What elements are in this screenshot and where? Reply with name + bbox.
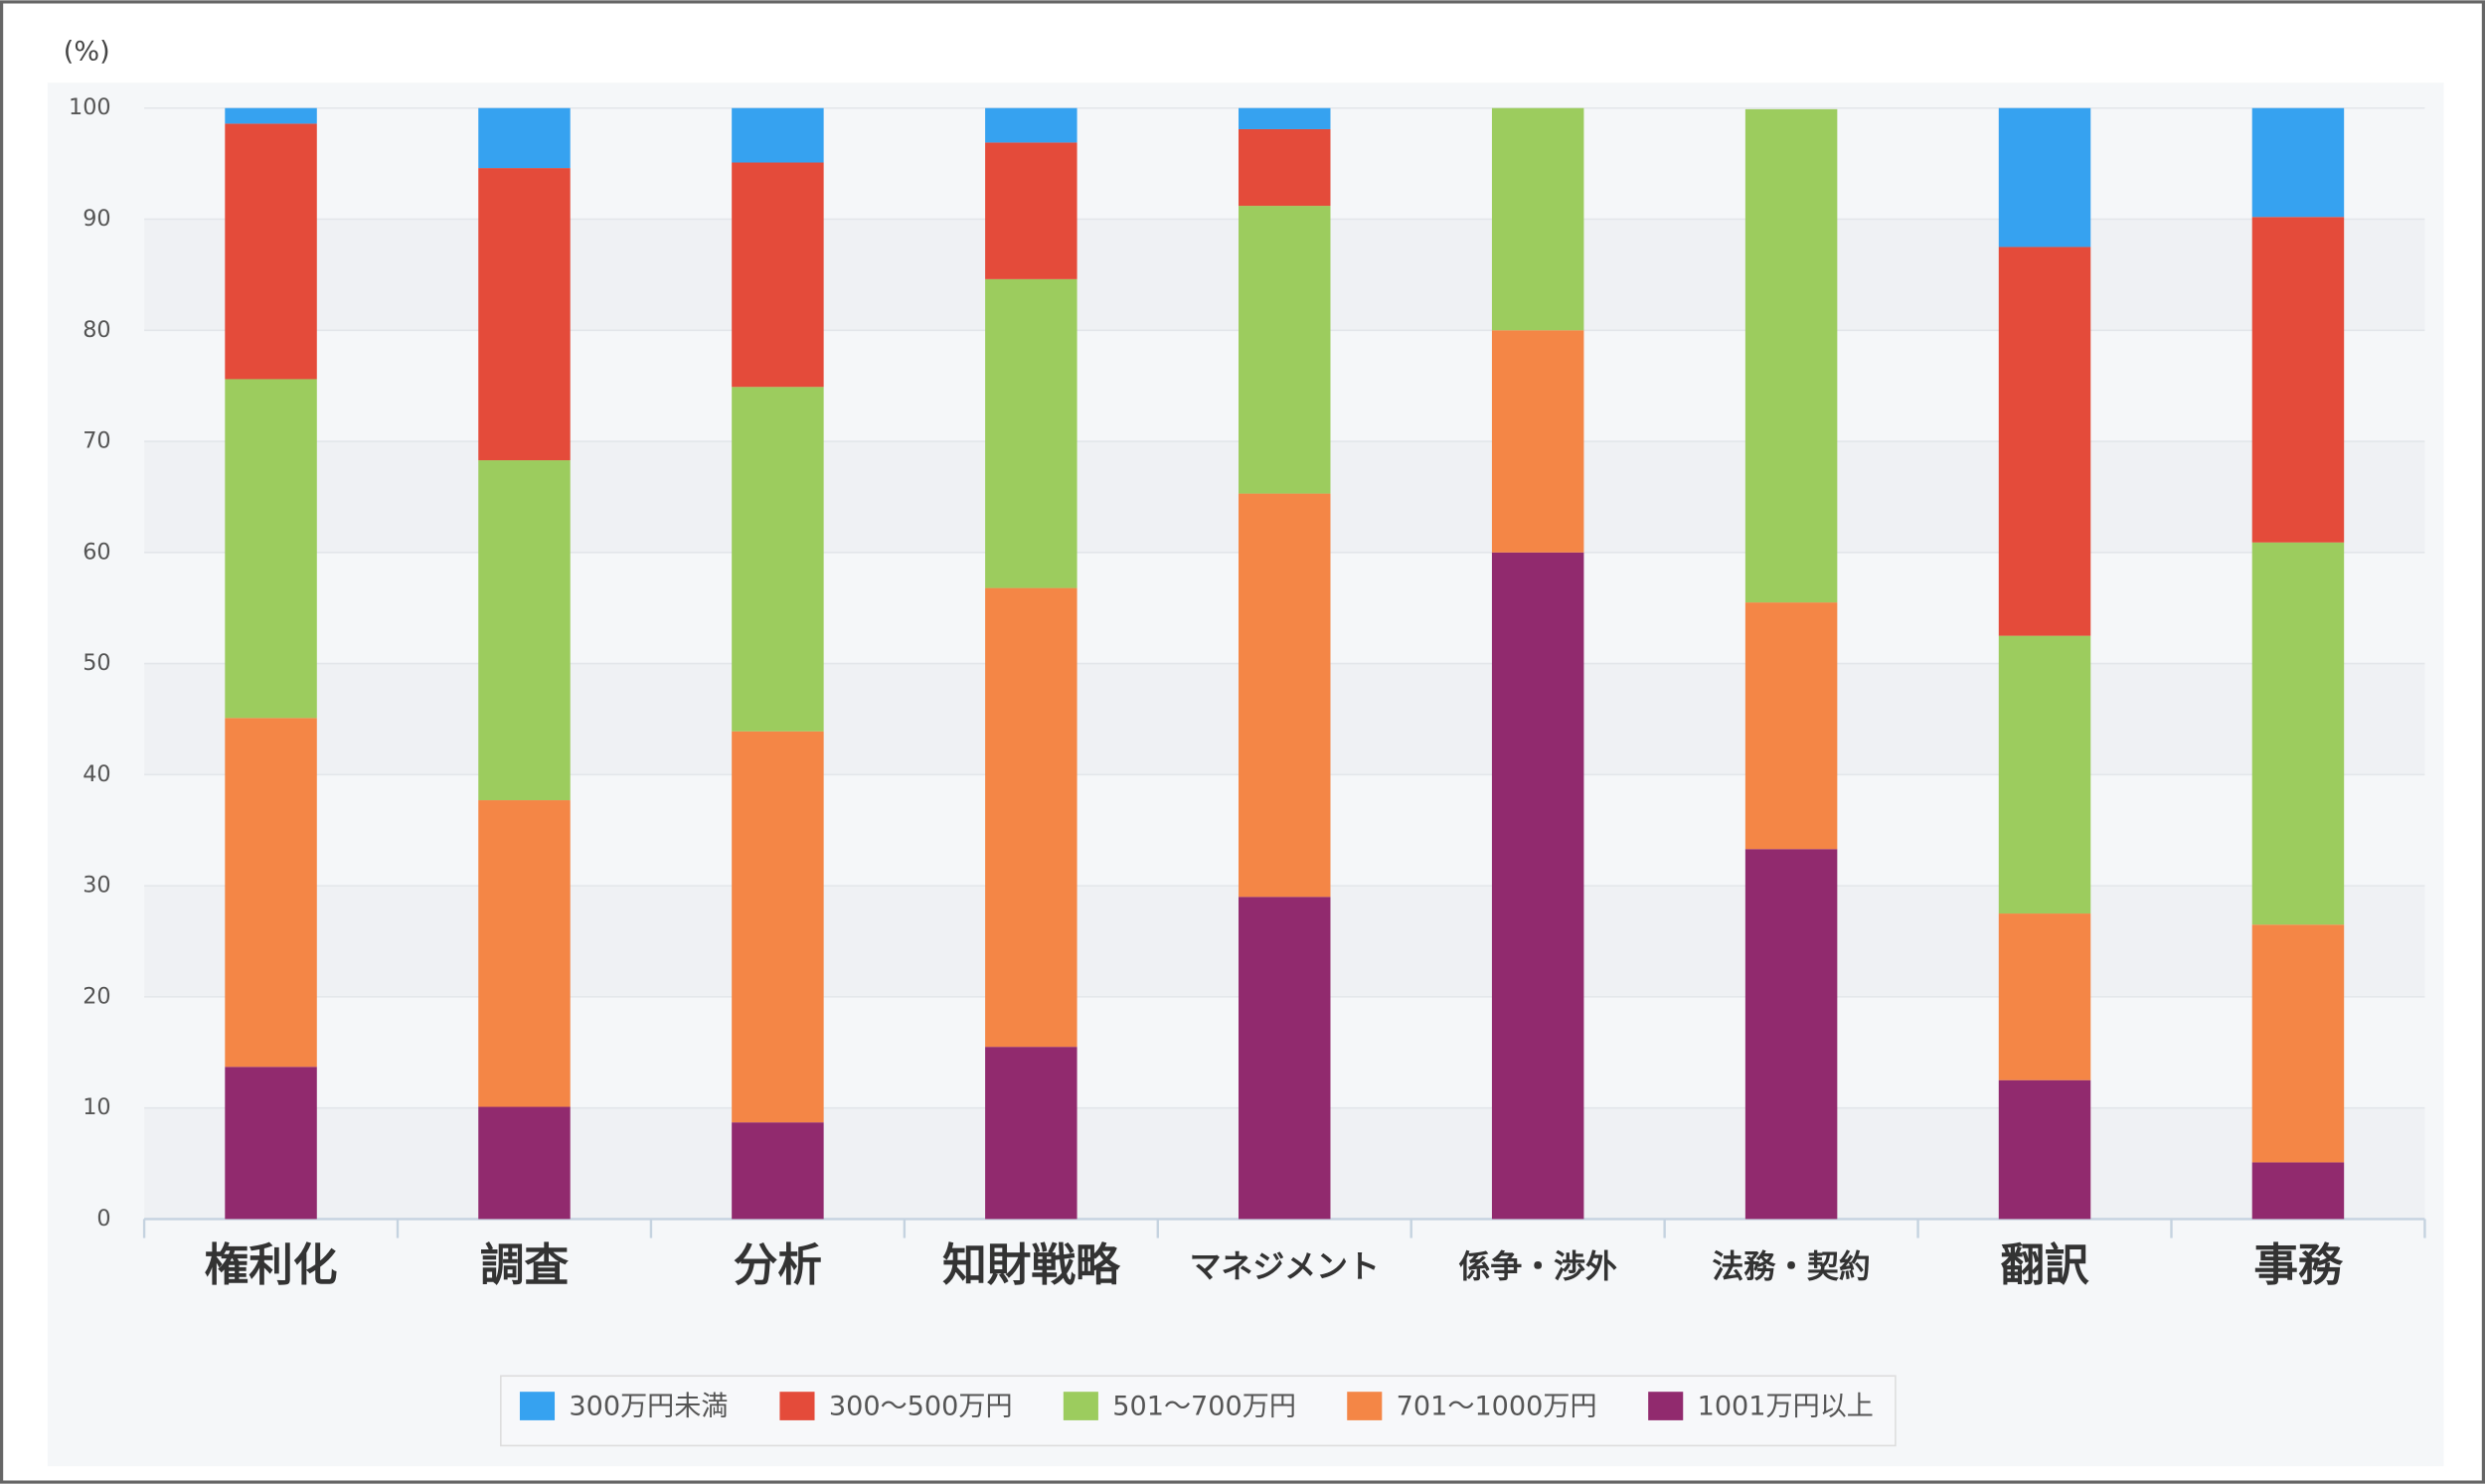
legend-label: 300～500万円 [829, 1392, 1013, 1422]
bar-segment [2251, 924, 2345, 1163]
legend-swatch [519, 1392, 556, 1420]
bar-segment [732, 1122, 824, 1220]
y-tick-label: 10 [83, 1094, 110, 1120]
bar-segment [985, 142, 1077, 279]
bar-segment [1239, 128, 1331, 207]
bar-segment [2251, 542, 2345, 925]
bar-segment [1491, 552, 1584, 1220]
bar-segment [225, 107, 317, 124]
bar-segment [478, 107, 571, 169]
legend-swatch [1347, 1392, 1383, 1420]
bar-segment [1491, 107, 1584, 331]
y-tick-label: 80 [83, 317, 110, 343]
y-tick-label: 40 [83, 761, 110, 787]
bar-segment [1744, 108, 1838, 603]
x-tick-label: 係争・渉外 [1458, 1247, 1616, 1285]
legend-swatch [1063, 1392, 1098, 1420]
legend-label: 300万円未満 [569, 1392, 728, 1422]
bar-segment [1239, 206, 1331, 494]
x-tick-label: マネジメント [1190, 1247, 1380, 1285]
bar-segment [732, 162, 824, 388]
bar-segment [225, 379, 317, 719]
bar-segment [478, 168, 571, 461]
bar-segment [1239, 493, 1331, 898]
bar-segment [1744, 602, 1838, 850]
legend-swatch [779, 1392, 815, 1420]
bar-segment [732, 731, 824, 1123]
x-tick-label: 調査 [480, 1239, 570, 1291]
bar-segment [1998, 1079, 2091, 1220]
y-tick-label: 100 [69, 94, 111, 120]
bar-segment [478, 800, 571, 1107]
bar-segment [225, 123, 317, 380]
x-tick-label: 権利化 [205, 1239, 338, 1291]
bar-segment [1998, 247, 2091, 636]
legend-label: 1001万円以上 [1698, 1392, 1874, 1422]
y-tick-label: 70 [83, 428, 110, 454]
bar-segment [2251, 217, 2345, 543]
bar-segment [478, 1106, 571, 1220]
bar-segment [1239, 107, 1331, 129]
bar-segment [985, 107, 1077, 143]
x-tick-label: 法務・契約 [1712, 1247, 1870, 1285]
bar-segment [2251, 1162, 2345, 1220]
y-axis-label: (%) [64, 36, 110, 67]
bar-segment [985, 587, 1077, 1048]
bar-segment [1998, 635, 2091, 914]
bar-segment [985, 1047, 1077, 1220]
y-tick-label: 50 [83, 650, 110, 676]
bar-segment [225, 1067, 317, 1220]
y-tick-label: 30 [83, 873, 110, 899]
bar-segment [478, 460, 571, 801]
bar-segment [225, 718, 317, 1068]
x-tick-label: 事務 [2253, 1239, 2344, 1291]
y-tick-label: 0 [96, 1206, 110, 1232]
bar-segment [1998, 107, 2091, 247]
y-tick-label: 20 [83, 983, 110, 1009]
bar-segment [1744, 849, 1838, 1220]
bar-segment [985, 278, 1077, 588]
x-tick-label: 分析 [734, 1239, 822, 1291]
legend-label: 501～700万円 [1112, 1392, 1296, 1422]
legend-label: 701～1000万円 [1397, 1392, 1597, 1422]
y-tick-label: 60 [83, 539, 110, 565]
bar-segment [732, 107, 824, 163]
bar-segment [1998, 913, 2091, 1080]
legend-swatch [1648, 1392, 1684, 1420]
x-tick-label: 知財戦略 [942, 1239, 1121, 1291]
bar-segment [1491, 330, 1584, 553]
x-tick-label: 翻訳 [2000, 1239, 2089, 1291]
y-tick-label: 90 [83, 206, 110, 232]
bar-segment [2251, 107, 2345, 218]
bar-segment [732, 387, 824, 732]
bar-segment [1239, 897, 1331, 1220]
